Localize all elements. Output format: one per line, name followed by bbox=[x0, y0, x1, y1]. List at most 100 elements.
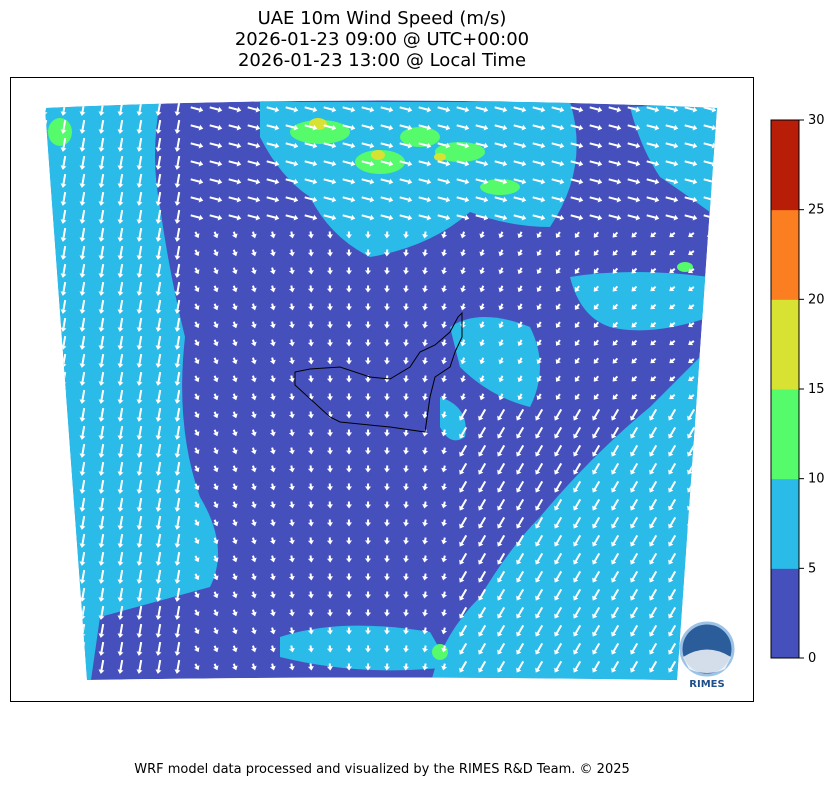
wind-arrow bbox=[174, 209, 181, 224]
wind-arrow bbox=[384, 231, 391, 239]
wind-arrow bbox=[384, 339, 391, 347]
wind-arrow bbox=[456, 214, 470, 221]
wind-arrow bbox=[326, 645, 333, 653]
wind-arrow bbox=[593, 357, 599, 364]
wind-arrow bbox=[345, 357, 352, 365]
wind-arrow bbox=[460, 285, 467, 293]
wind-arrow bbox=[554, 624, 563, 637]
wind-arrow bbox=[494, 196, 508, 203]
wind-arrow bbox=[460, 375, 467, 383]
wind-arrow bbox=[117, 497, 124, 512]
wind-arrow bbox=[592, 642, 601, 655]
wind-arrow bbox=[250, 627, 257, 635]
wind-arrow bbox=[209, 106, 223, 113]
colorbar-segment bbox=[771, 299, 799, 390]
wind-arrow bbox=[459, 588, 468, 601]
wind-arrow bbox=[136, 101, 143, 116]
wind-arrow bbox=[573, 444, 582, 457]
wind-arrow bbox=[441, 483, 448, 491]
wind-arrow bbox=[441, 465, 448, 473]
wind-arrow bbox=[589, 160, 603, 167]
wind-arrow bbox=[441, 519, 448, 527]
wind-arrow bbox=[117, 299, 124, 314]
wind-arrow bbox=[269, 375, 276, 383]
wind-arrow bbox=[174, 101, 181, 116]
wind-arrow bbox=[384, 627, 391, 635]
wind-arrow bbox=[516, 444, 525, 457]
wind-arrow bbox=[269, 231, 276, 239]
wind-arrow bbox=[592, 588, 601, 601]
wind-arrow bbox=[437, 196, 451, 203]
wind-arrow bbox=[475, 106, 489, 113]
wind-arrow bbox=[460, 249, 467, 257]
wind-arrow bbox=[174, 587, 181, 602]
logo-text: RIMES bbox=[689, 679, 724, 690]
wind-arrow bbox=[365, 375, 372, 383]
wind-arrow bbox=[136, 515, 143, 530]
wind-arrow bbox=[497, 516, 506, 529]
wind-arrow bbox=[98, 425, 105, 440]
wind-arrow bbox=[285, 124, 299, 131]
wind-arrow bbox=[345, 339, 352, 347]
wind-arrow bbox=[650, 339, 657, 346]
wind-arrow bbox=[117, 335, 124, 350]
wind-arrow bbox=[593, 249, 599, 256]
wind-arrow bbox=[250, 267, 257, 275]
wind-arrow bbox=[117, 263, 124, 278]
wind-arrow bbox=[555, 393, 561, 400]
wind-arrow bbox=[288, 411, 295, 419]
wind-arrow bbox=[155, 569, 162, 584]
wind-arrow bbox=[456, 160, 470, 167]
wind-arrow bbox=[630, 660, 639, 673]
wind-arrow bbox=[365, 591, 372, 599]
wind-arrow bbox=[593, 339, 599, 346]
wind-arrow bbox=[365, 285, 372, 293]
wind-arrow bbox=[60, 263, 67, 278]
wind-arrow bbox=[573, 642, 582, 655]
wind-arrow bbox=[232, 375, 238, 383]
wind-arrow bbox=[536, 321, 542, 329]
wind-arrow bbox=[384, 249, 391, 257]
wind-arrow bbox=[155, 155, 162, 170]
wind-arrow bbox=[307, 627, 314, 635]
wind-arrow bbox=[98, 209, 105, 224]
wind-arrow bbox=[174, 191, 181, 206]
wind-arrow bbox=[136, 533, 143, 548]
wind-arrow bbox=[307, 429, 314, 437]
wind-arrow bbox=[459, 498, 468, 511]
wind-arrow bbox=[418, 196, 432, 203]
wind-arrow bbox=[611, 408, 620, 421]
wind-arrow bbox=[498, 393, 504, 401]
wind-arrow bbox=[612, 303, 619, 310]
wind-arrow bbox=[174, 515, 181, 530]
wind-arrow bbox=[535, 444, 544, 457]
wind-arrow bbox=[554, 606, 563, 619]
wind-arrow bbox=[535, 408, 544, 421]
wind-arrow bbox=[79, 479, 86, 494]
wind-arrow bbox=[117, 551, 124, 566]
wind-arrow bbox=[631, 321, 638, 328]
wind-arrow bbox=[213, 465, 219, 473]
wind-arrow bbox=[422, 627, 429, 635]
wind-arrow bbox=[573, 606, 582, 619]
wind-arrow bbox=[269, 555, 276, 563]
wind-arrow bbox=[498, 357, 504, 365]
wind-arrow bbox=[589, 142, 603, 149]
wind-arrow bbox=[250, 609, 257, 617]
wind-arrow bbox=[307, 519, 314, 527]
wind-arrow bbox=[441, 501, 448, 509]
wind-arrow bbox=[60, 299, 67, 314]
wind-arrow bbox=[687, 444, 696, 457]
wind-arrow bbox=[326, 537, 333, 545]
wind-arrow bbox=[573, 534, 582, 547]
wind-arrow bbox=[117, 479, 124, 494]
wind-arrow bbox=[555, 249, 561, 256]
title-line-2: 2026-01-23 09:00 @ UTC+00:00 bbox=[234, 29, 530, 50]
wind-arrow bbox=[497, 642, 506, 655]
wind-arrow bbox=[612, 375, 619, 382]
wind-arrow bbox=[194, 411, 200, 419]
wind-arrow bbox=[307, 645, 314, 653]
wind-arrow bbox=[365, 249, 372, 257]
wind-arrow bbox=[79, 461, 86, 476]
wind-arrow bbox=[441, 231, 448, 239]
